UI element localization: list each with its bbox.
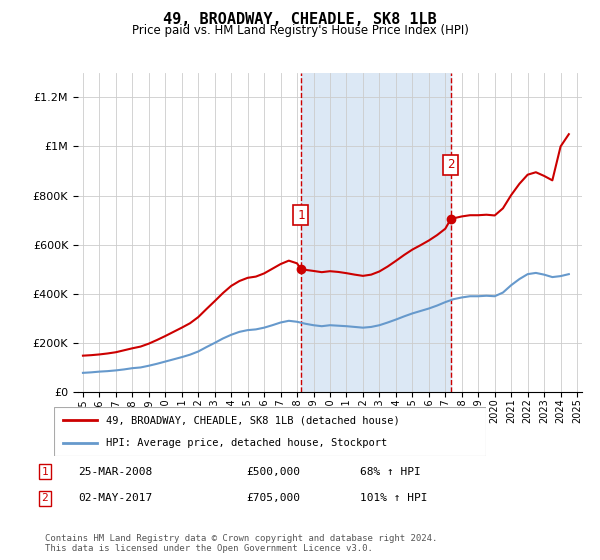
Text: £500,000: £500,000 — [246, 466, 300, 477]
Text: 2: 2 — [41, 493, 49, 503]
Bar — [301, 73, 451, 392]
Text: Contains HM Land Registry data © Crown copyright and database right 2024.
This d: Contains HM Land Registry data © Crown c… — [45, 534, 437, 553]
Text: Price paid vs. HM Land Registry's House Price Index (HPI): Price paid vs. HM Land Registry's House … — [131, 24, 469, 37]
Text: 1: 1 — [297, 209, 305, 222]
Text: 49, BROADWAY, CHEADLE, SK8 1LB (detached house): 49, BROADWAY, CHEADLE, SK8 1LB (detached… — [106, 416, 400, 426]
FancyBboxPatch shape — [54, 407, 486, 456]
Text: 49, BROADWAY, CHEADLE, SK8 1LB: 49, BROADWAY, CHEADLE, SK8 1LB — [163, 12, 437, 27]
Text: HPI: Average price, detached house, Stockport: HPI: Average price, detached house, Stoc… — [106, 438, 387, 448]
Text: 25-MAR-2008: 25-MAR-2008 — [78, 466, 152, 477]
Text: 68% ↑ HPI: 68% ↑ HPI — [360, 466, 421, 477]
Text: 02-MAY-2017: 02-MAY-2017 — [78, 493, 152, 503]
Text: 1: 1 — [41, 466, 49, 477]
Text: £705,000: £705,000 — [246, 493, 300, 503]
Text: 101% ↑ HPI: 101% ↑ HPI — [360, 493, 427, 503]
Text: 2: 2 — [447, 158, 455, 171]
